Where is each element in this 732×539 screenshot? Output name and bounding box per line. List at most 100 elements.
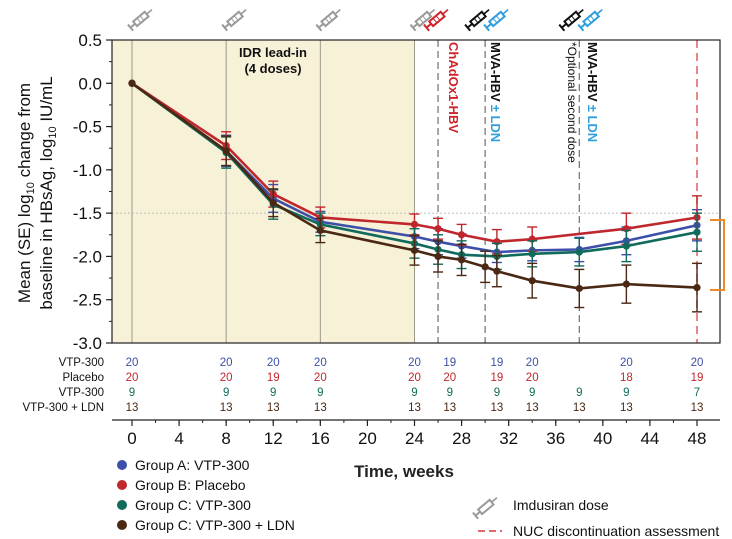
point-3-3 [316,226,324,235]
mva2-syringe-black-icon-plunger-cap [558,23,566,32]
n-cell-0-4: 20 [408,357,421,369]
point-3-5 [434,252,442,261]
n-row-label-2: VTP-300 [59,387,104,399]
series-line-0 [131,82,698,254]
imdusiran-syringe-icon-0 [127,9,153,32]
x-tick-label-12: 48 [688,429,707,448]
n-cell-1-3: 20 [314,372,327,384]
n-cell-2-4: 9 [411,387,417,399]
ylabel-l2-a: baseline in HBsAg, log [37,139,56,310]
mva2-syringe-black-icon-plunger [561,23,568,29]
x-tick-label-7: 28 [452,429,471,448]
mva2-syringe-black-icon-barrel [563,10,582,28]
mva1-syringe-black-icon-mark2 [476,15,482,21]
imdusiran-syringe-icon-2 [315,9,341,32]
mva2-syringe-black-icon-needle [577,9,584,15]
legend-marker-0 [117,460,127,470]
n-cell-0-0: 20 [126,357,139,369]
n-cell-3-1: 13 [220,402,233,414]
legend-nuc-label: NUC discontinuation assessment [513,523,719,539]
mva2-black-text: MVA-HBV [585,42,600,102]
imdusiran-syringe-icon-0-barrel [131,10,150,28]
n-cell-2-10: 7 [694,387,700,399]
y-tick-label-7: -3.0 [73,334,102,353]
annotations: IDR lead-in (4 doses) ChAdOx1-HBV MVA-HB… [239,42,600,163]
n-cell-2-8: 9 [576,387,582,399]
imdusiran-syringe-icon-3 [409,9,435,32]
lead-in-label-line1: IDR lead-in [239,45,307,60]
imdusiran-syringe-icon-0-needle [146,9,153,15]
imdusiran-syringe-icon-3-mark1 [419,17,424,24]
mva2-syringe-black-icon [558,9,584,32]
n-cell-0-8: 20 [620,357,633,369]
chadox-syringe-icon-barrel [427,10,446,28]
chadox-syringe-icon-plunger [425,23,432,29]
point-3-10 [575,284,583,293]
y-tick-label-1: 0.0 [78,74,102,93]
mva2-syringe-blue-icon-plunger-cap [577,23,585,32]
n-cell-2-5: 9 [447,387,453,399]
n-cell-3-6: 13 [490,402,503,414]
mva1-black-text: MVA-HBV [488,42,503,102]
ylabel-l2-b: IU/mL [37,76,56,126]
n-cell-3-2: 13 [267,402,280,414]
imdusiran-syringe-icon-3-plunger [412,23,419,29]
mva1-syringe-blue-icon-barrel [487,10,507,28]
mva1-syringe-blue-icon-mark2 [495,15,501,21]
n-cell-3-7: 13 [526,402,539,414]
legend-label-2: Group C: VTP-300 [135,497,251,513]
chadox-syringe-icon [423,9,449,32]
n-cell-3-0: 13 [126,402,139,414]
n-cell-0-5: 19 [443,357,456,369]
y-axis-label: Mean (SE) log10 change from baseline in … [15,76,59,309]
mva1-syringe-black-icon-barrel [468,10,488,28]
imdusiran-syringe-icon-3-mark2 [422,15,427,21]
n-cell-2-3: 9 [317,387,323,399]
legend-label-0: Group A: VTP-300 [135,457,250,473]
mva1-syringe-black-icon-mark1 [473,17,479,24]
n-row-label-3: VTP-300 + LDN [23,402,105,414]
ylabel-l1-sub: 10 [25,182,37,194]
legend-label-3: Group C: VTP-300 + LDN [135,517,295,533]
legend-syringe-plunger [474,511,481,517]
n-cell-2-9: 9 [623,387,629,399]
legend-syringe-needle [491,497,498,503]
chadox-syringe-icon-mark1 [432,17,438,24]
y-tick-label-6: -2.5 [73,291,102,310]
n-cell-0-7: 20 [526,357,539,369]
bracket-mark [710,219,725,291]
y-tick-label-2: -0.5 [73,118,102,137]
n-cell-1-1: 20 [220,372,233,384]
mva1-syringe-blue-icon-plunger [485,23,492,29]
ylabel-l1-a: Mean (SE) log [15,194,34,303]
mva2-syringe-black-icon-mark2 [570,15,576,21]
ylabel-l2-sub: 10 [47,126,59,138]
optional-dose-label: *Optional second dose [565,42,579,163]
point-2-10 [622,242,630,250]
x-tick-label-2: 8 [221,429,230,448]
x-tick-label-8: 32 [499,429,518,448]
n-cell-1-7: 20 [526,372,539,384]
mva2-syringe-black-icon-mark1 [567,17,573,24]
x-tick-label-5: 20 [358,429,377,448]
n-cell-3-10: 13 [691,402,704,414]
legend-imdusiran-label: Imdusiran dose [513,497,609,513]
y-tick-label-3: -1.0 [73,161,102,180]
imdusiran-syringe-icon-2-mark1 [324,17,330,24]
gridlines [112,40,720,343]
x-tick-label-10: 40 [593,429,612,448]
x-tick-label-11: 44 [640,429,659,448]
mva1-syringe-blue-icon-plunger-cap [483,23,490,32]
x-tick-label-3: 12 [264,429,283,448]
series-3 [128,79,702,313]
n-cell-2-2: 9 [270,387,276,399]
n-row-label-0: VTP-300 [59,357,104,369]
lead-in-label-line2: (4 doses) [244,61,301,76]
legend-syringe-icon [472,497,498,520]
x-tick-label-1: 4 [174,429,183,448]
n-cell-1-2: 19 [267,372,280,384]
orange-bracket [710,219,725,291]
mva2-syringe-blue-icon-mark2 [589,15,595,21]
point-3-11 [622,280,630,288]
